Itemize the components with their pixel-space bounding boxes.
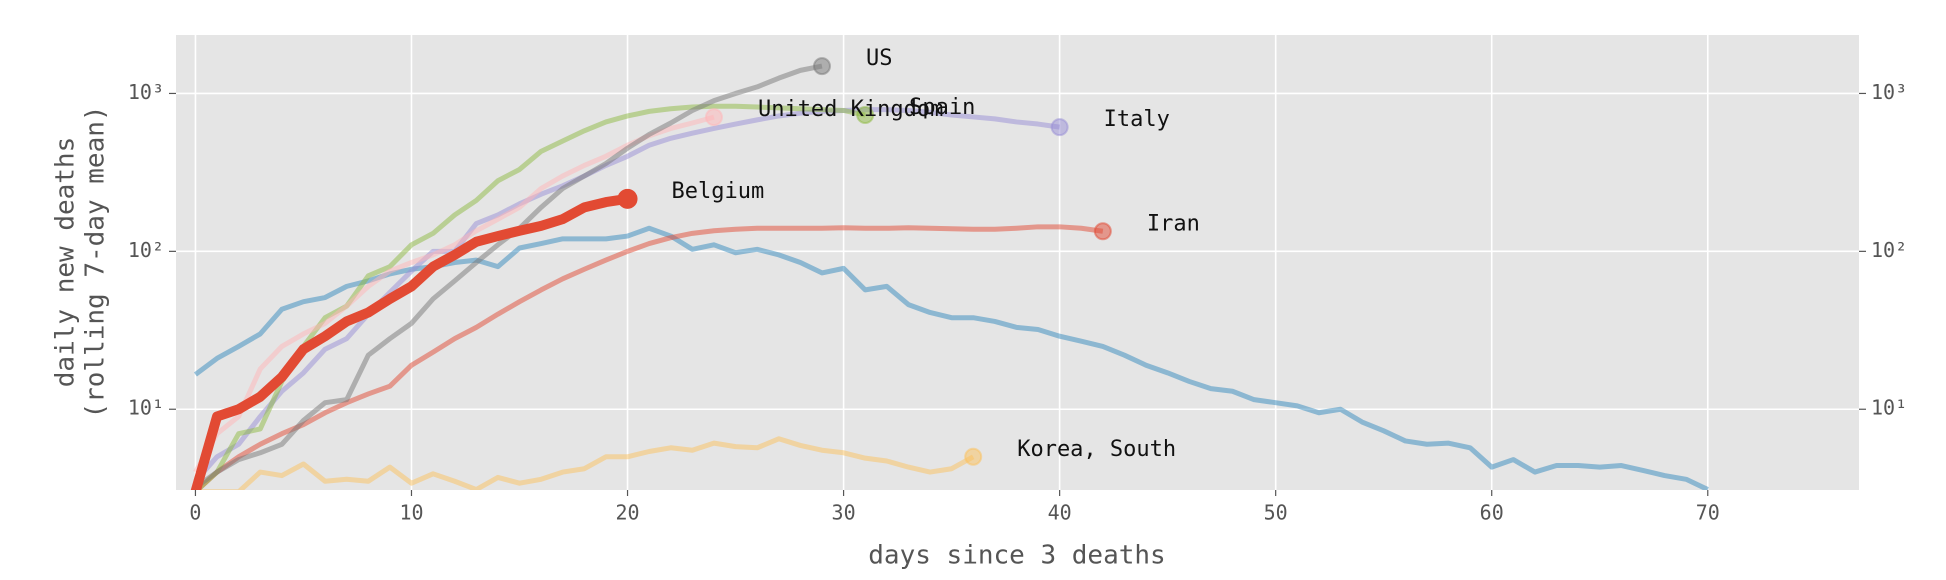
x-tick-label: 70 xyxy=(1696,501,1720,525)
series-label: US xyxy=(866,46,893,71)
series-label: Italy xyxy=(1104,107,1170,132)
end-marker xyxy=(617,188,638,209)
x-tick-label: 30 xyxy=(832,501,856,525)
series-line xyxy=(193,107,1060,483)
end-marker xyxy=(812,57,831,76)
x-tick-label: 0 xyxy=(189,501,201,525)
series-line xyxy=(193,114,715,474)
end-marker xyxy=(1093,222,1112,241)
plot-lines xyxy=(190,63,1709,490)
x-tick-label: 40 xyxy=(1048,501,1072,525)
x-tick-label: 60 xyxy=(1480,501,1504,525)
series-label: Spain xyxy=(909,95,975,120)
y-axis-label-line: (rolling 7-day mean) xyxy=(81,105,111,418)
y-tick-label: 10¹ xyxy=(1871,396,1907,420)
end-marker xyxy=(964,447,983,466)
x-axis-label: days since 3 deaths xyxy=(868,541,1165,571)
end-marker xyxy=(704,108,723,127)
plot-area xyxy=(176,35,1859,490)
series-line xyxy=(190,193,629,490)
y-tick-label: 10¹ xyxy=(128,396,164,420)
y-tick-label: 10² xyxy=(1871,238,1907,262)
end-marker xyxy=(1050,118,1069,137)
series-line xyxy=(195,436,975,490)
y-axis-label: daily new deaths (rolling 7-day mean) xyxy=(51,105,111,418)
x-tick-label: 10 xyxy=(399,501,423,525)
y-tick-label: 10² xyxy=(128,238,164,262)
y-tick-label: 10³ xyxy=(128,80,164,104)
y-tick-label: 10³ xyxy=(1871,80,1907,104)
series-label: Belgium xyxy=(672,179,765,204)
x-tick-label: 50 xyxy=(1264,501,1288,525)
end-marker xyxy=(856,106,875,125)
series-label: Iran xyxy=(1147,211,1200,236)
series-label: United Kingdom xyxy=(758,97,943,122)
series-line xyxy=(193,224,1104,490)
series-label: Korea, South xyxy=(1017,437,1176,462)
x-tick-label: 20 xyxy=(615,501,639,525)
y-axis-label-line: daily new deaths xyxy=(51,137,81,387)
